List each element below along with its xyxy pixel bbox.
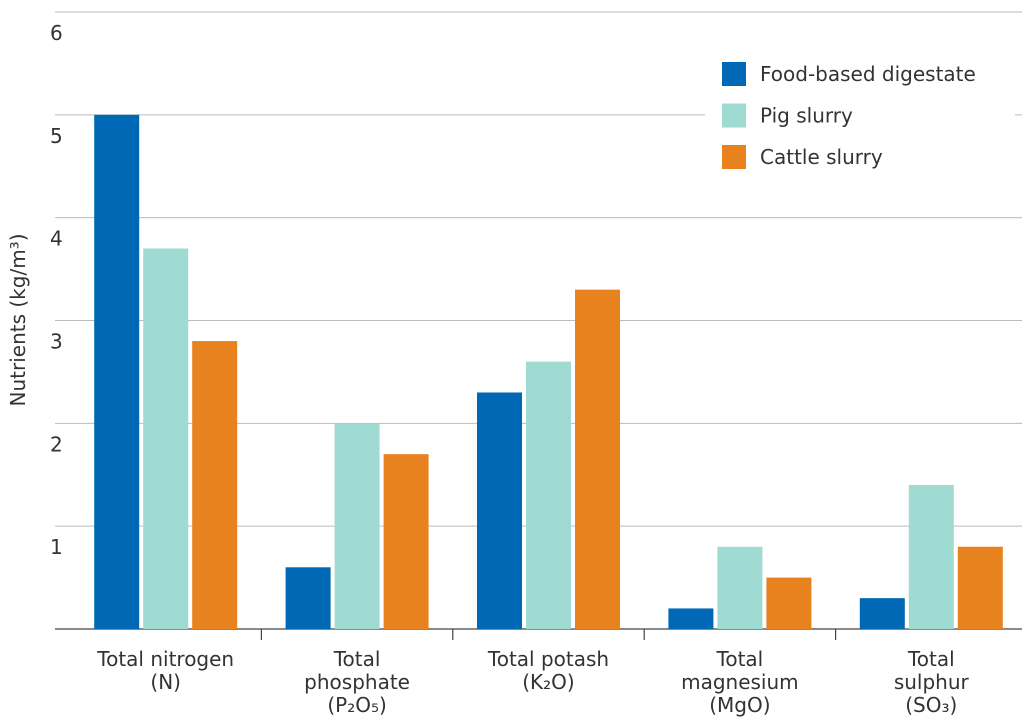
legend-swatch: [722, 103, 746, 128]
legend-background: [705, 50, 1015, 175]
y-tick-label: 6: [50, 21, 63, 45]
y-tick-label: 4: [50, 227, 63, 251]
bar: [383, 454, 429, 629]
bar: [908, 485, 954, 629]
bar: [334, 423, 380, 629]
x-tick-label: Total potash (K₂O): [487, 647, 610, 694]
bar: [766, 577, 812, 629]
y-tick-label: 5: [50, 124, 63, 148]
bar: [717, 546, 763, 629]
bar: [192, 341, 238, 629]
legend-swatch: [722, 145, 746, 169]
x-tick-label: Total phosphate (P₂O₅): [304, 647, 410, 717]
bar: [94, 114, 140, 630]
bar: [477, 392, 522, 629]
x-tick-label: Total magnesium (MgO): [681, 647, 799, 717]
y-tick-label: 1: [50, 535, 63, 559]
y-axis-label: Nutrients (kg/m³): [6, 234, 30, 407]
x-tick-label: Total nitrogen (N): [97, 647, 235, 694]
bar: [575, 289, 620, 629]
bar: [526, 361, 571, 629]
bar: [285, 567, 331, 629]
x-tick-label: Total sulphur (SO₃): [893, 647, 969, 717]
bar: [859, 598, 905, 629]
y-tick-label: 3: [50, 330, 63, 354]
legend-label: Pig slurry: [760, 104, 853, 128]
bar: [143, 248, 189, 629]
legend-label: Cattle slurry: [760, 145, 883, 169]
bar: [668, 608, 714, 629]
legend-label: Food-based digestate: [760, 62, 976, 86]
bar: [957, 546, 1003, 629]
legend-swatch: [722, 62, 746, 86]
y-tick-label: 2: [50, 432, 63, 456]
